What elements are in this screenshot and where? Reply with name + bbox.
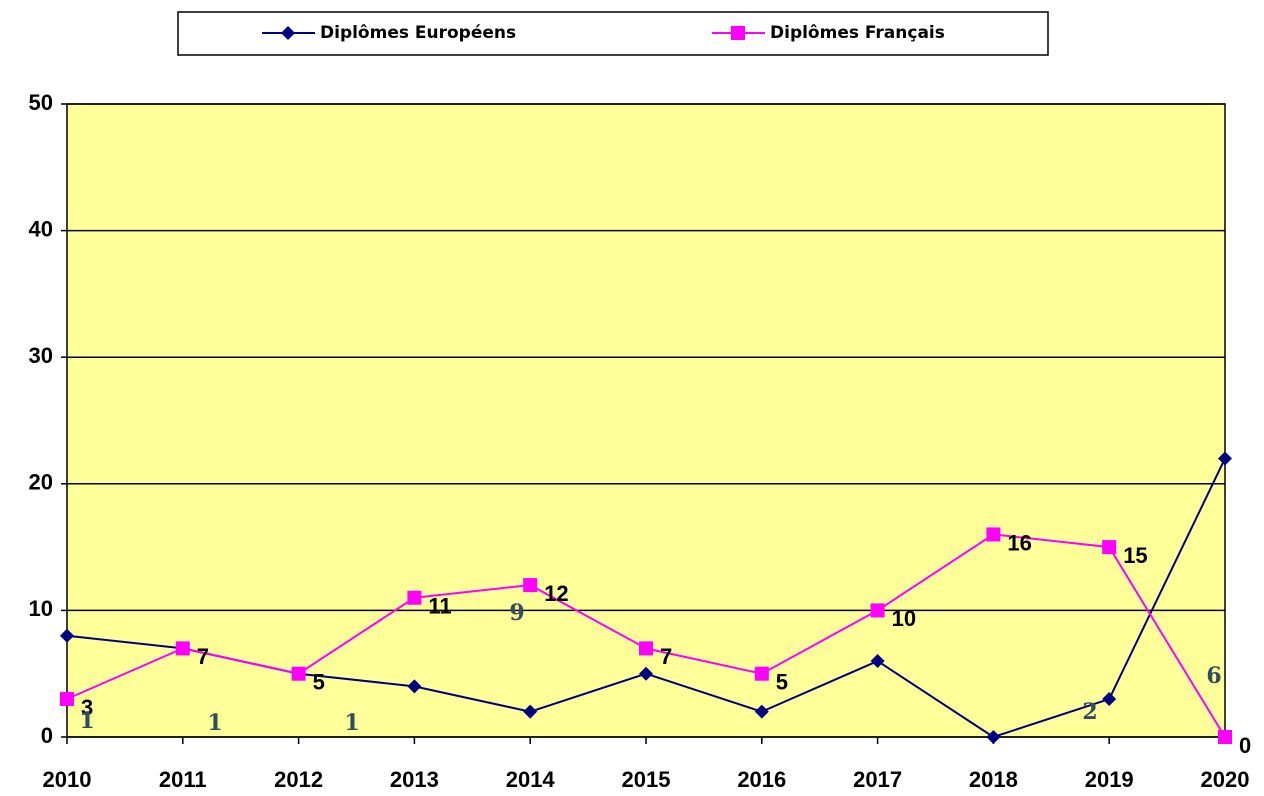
annotation: 1 bbox=[79, 708, 94, 734]
x-tick-label: 2018 bbox=[969, 767, 1018, 792]
marker bbox=[870, 603, 885, 618]
data-label: 15 bbox=[1123, 543, 1147, 568]
marker bbox=[523, 578, 538, 593]
data-label: 3 bbox=[81, 695, 93, 720]
marker bbox=[1102, 540, 1117, 555]
x-tick-label: 2011 bbox=[159, 767, 207, 792]
y-tick-label: 20 bbox=[29, 470, 53, 495]
annotation: 1 bbox=[344, 710, 359, 736]
marker bbox=[175, 641, 190, 656]
data-label: 12 bbox=[544, 581, 568, 606]
marker bbox=[731, 26, 745, 40]
marker bbox=[407, 590, 422, 605]
data-label: 10 bbox=[892, 606, 916, 631]
y-tick-label: 30 bbox=[29, 343, 53, 368]
data-label: 5 bbox=[776, 670, 788, 695]
marker bbox=[1218, 451, 1232, 466]
marker bbox=[754, 666, 769, 681]
legend-label: Diplômes Européens bbox=[320, 23, 516, 43]
x-tick-label: 2017 bbox=[853, 767, 902, 792]
marker bbox=[986, 527, 1001, 542]
legend-box bbox=[177, 11, 1049, 56]
x-tick-label: 2019 bbox=[1085, 767, 1134, 792]
data-label: 7 bbox=[197, 644, 209, 669]
x-tick-label: 2015 bbox=[622, 767, 671, 792]
x-tick-label: 2010 bbox=[43, 767, 92, 792]
marker bbox=[281, 26, 295, 40]
annotation: 6 bbox=[1206, 663, 1221, 689]
x-tick-label: 2016 bbox=[737, 767, 786, 792]
data-label: 7 bbox=[660, 644, 672, 669]
annotation: 2 bbox=[1082, 699, 1097, 725]
marker bbox=[986, 730, 1001, 744]
y-tick-label: 10 bbox=[29, 596, 53, 621]
y-tick-label: 0 bbox=[41, 723, 53, 748]
marker bbox=[60, 628, 74, 643]
data-label: 0 bbox=[1239, 733, 1251, 758]
marker bbox=[754, 704, 769, 719]
marker bbox=[639, 666, 653, 681]
x-tick-label: 2020 bbox=[1201, 767, 1250, 792]
y-tick-label: 50 bbox=[29, 90, 53, 115]
marker bbox=[639, 641, 653, 656]
annotation: 9 bbox=[509, 600, 524, 626]
x-tick-label: 2013 bbox=[390, 767, 439, 792]
marker bbox=[523, 704, 538, 719]
data-label: 11 bbox=[428, 594, 451, 619]
y-tick-label: 40 bbox=[29, 216, 53, 241]
x-tick-label: 2014 bbox=[506, 767, 556, 792]
marker bbox=[407, 679, 422, 694]
marker bbox=[60, 692, 74, 707]
marker bbox=[1218, 730, 1232, 744]
marker bbox=[1102, 692, 1117, 707]
plot-area bbox=[66, 103, 1226, 738]
annotation: 1 bbox=[207, 710, 222, 736]
marker bbox=[291, 666, 306, 681]
data-label: 16 bbox=[1007, 530, 1031, 555]
x-tick-label: 2012 bbox=[274, 767, 323, 792]
data-label: 5 bbox=[313, 670, 325, 695]
legend-label: Diplômes Français bbox=[770, 23, 945, 43]
marker bbox=[870, 654, 885, 669]
